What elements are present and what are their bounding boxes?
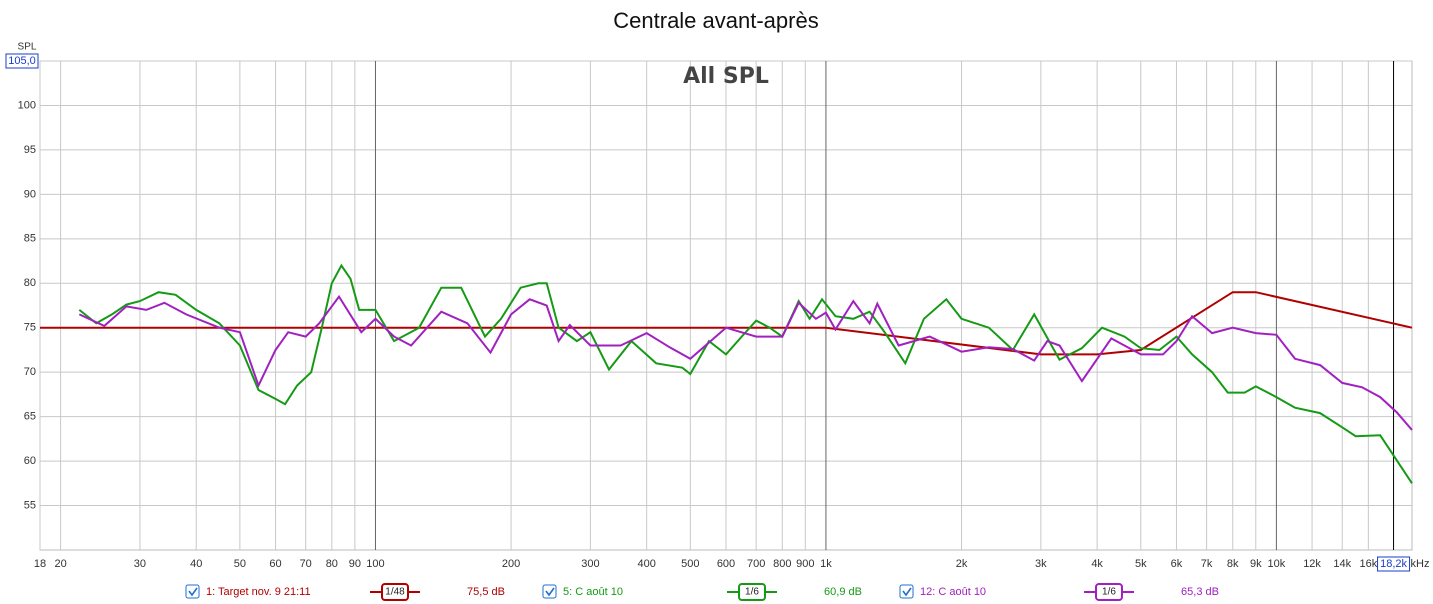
legend-swatch-box xyxy=(738,583,766,601)
y-tick-label: 90 xyxy=(24,188,36,200)
x-tick-label: 9k xyxy=(1250,558,1262,570)
x-tick-label: 100 xyxy=(366,558,384,570)
legend-smoothing: 1/6 xyxy=(1102,587,1116,598)
x-tick-label: 70 xyxy=(300,558,312,570)
y-tick-label: 85 xyxy=(24,233,36,245)
chart-title: Centrale avant-après xyxy=(613,8,818,33)
legend-smoothing: 1/48 xyxy=(385,587,405,598)
x-tick-label: 3k xyxy=(1035,558,1047,570)
legend-check xyxy=(188,587,198,597)
x-tick-label: 200 xyxy=(502,558,520,570)
legend-level: 75,5 dB xyxy=(467,586,505,598)
x-tick-label: 2k xyxy=(956,558,968,570)
legend-checkbox xyxy=(899,584,914,599)
x-tick-label: 700 xyxy=(747,558,765,570)
x-tick-label: 1k xyxy=(820,558,832,570)
legend-name: 1: Target nov. 9 21:11 xyxy=(206,586,311,598)
y-top-box xyxy=(5,53,39,69)
x-tick-label: 50 xyxy=(234,558,246,570)
y-tick-label: 80 xyxy=(24,277,36,289)
x-tick-label: 30 xyxy=(134,558,146,570)
series-line xyxy=(40,291,1413,356)
legend-smoothing: 1/6 xyxy=(745,587,759,598)
x-tick-label: 80 xyxy=(326,558,338,570)
x-tick-label: 14k xyxy=(1333,558,1351,570)
legend-name: 5: C août 10 xyxy=(563,586,623,598)
x-tick-label: 7k xyxy=(1201,558,1213,570)
x-tick-label: 18 xyxy=(34,558,46,570)
x-tick-label: 12k xyxy=(1303,558,1321,570)
annotation: All SPL xyxy=(683,64,769,89)
x-tick-label: 500 xyxy=(681,558,699,570)
x-tick-label: 400 xyxy=(637,558,655,570)
legend-item: 1: Target nov. 9 21:11 1/48 75,5 dB xyxy=(185,583,505,601)
x-tick-label: 900 xyxy=(796,558,814,570)
y-tick-label: 65 xyxy=(24,411,36,423)
x-tick-label: 800 xyxy=(773,558,791,570)
x-tick-label: 60 xyxy=(269,558,281,570)
legend-checkbox xyxy=(542,584,557,599)
x-tick-label: 20 xyxy=(54,558,66,570)
x-unit: kHz xyxy=(1411,558,1430,570)
x-tick-label: 300 xyxy=(581,558,599,570)
x-tick-label: 5k xyxy=(1135,558,1147,570)
x-tick-label: 6k xyxy=(1171,558,1183,570)
legend-level: 60,9 dB xyxy=(824,586,862,598)
x-tick-label: 40 xyxy=(190,558,202,570)
x-tick-label: 90 xyxy=(349,558,361,570)
legend-swatch-box xyxy=(1095,583,1123,601)
y-tick-label: 60 xyxy=(24,455,36,467)
y-tick-label: 95 xyxy=(24,144,36,156)
legend-check xyxy=(902,587,912,597)
y-tick-label: 70 xyxy=(24,366,36,378)
series-line xyxy=(78,263,1413,484)
x-tick-label: 16k xyxy=(1359,558,1377,570)
x-tick-label: 8k xyxy=(1227,558,1239,570)
x-tick-label: 4k xyxy=(1091,558,1103,570)
series-line xyxy=(78,294,1413,431)
y-tick-label: 55 xyxy=(24,499,36,511)
x-tick-label: 10k xyxy=(1268,558,1286,570)
y-axis-label: SPL xyxy=(18,42,37,53)
y-tick-label: 105,0 xyxy=(8,55,36,67)
x-tick-label: 600 xyxy=(717,558,735,570)
legend-item: 5: C août 10 1/6 60,9 dB xyxy=(542,583,862,601)
legend-item: 12: C août 10 1/6 65,3 dB xyxy=(899,583,1219,601)
legend-name: 12: C août 10 xyxy=(920,586,986,598)
legend-swatch-box xyxy=(381,583,409,601)
cursor-box xyxy=(1377,556,1411,572)
legend-check xyxy=(545,587,555,597)
legend-checkbox xyxy=(185,584,200,599)
legend-level: 65,3 dB xyxy=(1181,586,1219,598)
y-tick-label: 75 xyxy=(24,322,36,334)
y-tick-label: 100 xyxy=(18,99,36,111)
cursor-label: 18,2k xyxy=(1380,558,1407,570)
